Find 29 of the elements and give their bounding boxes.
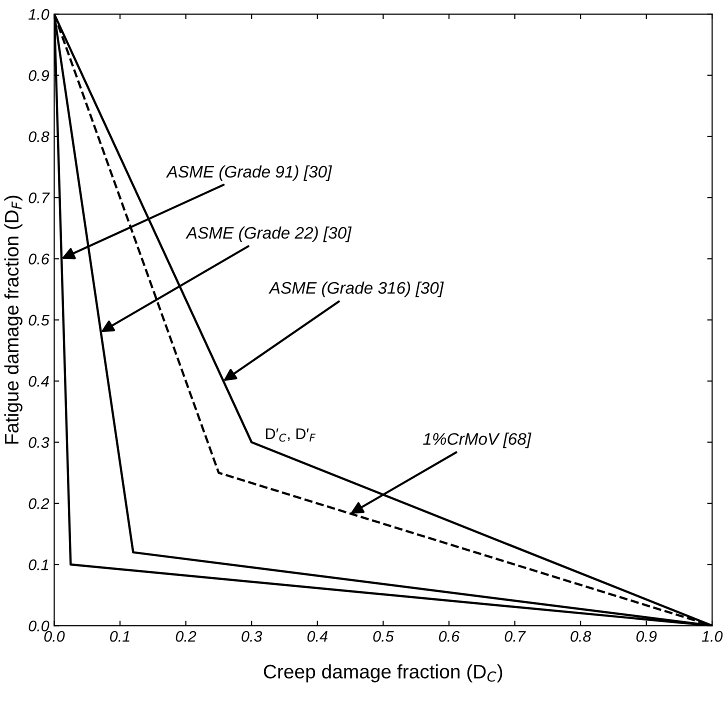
annotation: D′$_{C}$, D′$_{F}$ (266, 428, 316, 442)
x-axis-title: Creep damage fraction (D$_{C}$) (264, 664, 502, 682)
y-tick-label: 0.4 (28, 376, 49, 387)
x-tick-label: 0.9 (636, 630, 657, 642)
x-tick-label: 0.7 (504, 630, 526, 642)
x-tick-label: 0.6 (439, 630, 460, 642)
annotation: ASME (Grade 316) [30] (268, 282, 444, 298)
y-tick-label: 0.6 (28, 254, 50, 264)
annotation: ASME (Grade 91) [30] (166, 165, 332, 181)
x-tick-label: 0.0 (44, 630, 65, 642)
y-tick-label: 0.9 (28, 70, 50, 81)
y-tick-label: 0.2 (28, 498, 50, 510)
y-tick-label: 1.0 (28, 9, 50, 20)
annotation: 1%CrMoV [68] (423, 432, 532, 448)
x-tick-label: 1.0 (702, 630, 723, 642)
x-tick-label: 0.5 (373, 630, 394, 642)
y-axis-title: Fatigue damage fraction (D$_{F}$) (4, 196, 22, 444)
x-tick-label: 0.8 (570, 630, 592, 642)
y-tick-label: 0.8 (28, 131, 50, 142)
y-tick-label: 0.5 (28, 314, 50, 326)
annotation: ASME (Grade 22) [30] (186, 226, 352, 242)
y-tick-label: 0.7 (28, 192, 50, 204)
y-tick-label: 0.0 (28, 620, 50, 632)
y-tick-label: 0.3 (28, 437, 50, 448)
x-tick-label: 0.2 (176, 630, 196, 642)
x-tick-label: 0.4 (307, 630, 328, 642)
x-tick-label: 0.3 (242, 630, 262, 642)
x-tick-label: 0.1 (110, 630, 130, 642)
y-tick-label: 0.1 (28, 559, 48, 570)
